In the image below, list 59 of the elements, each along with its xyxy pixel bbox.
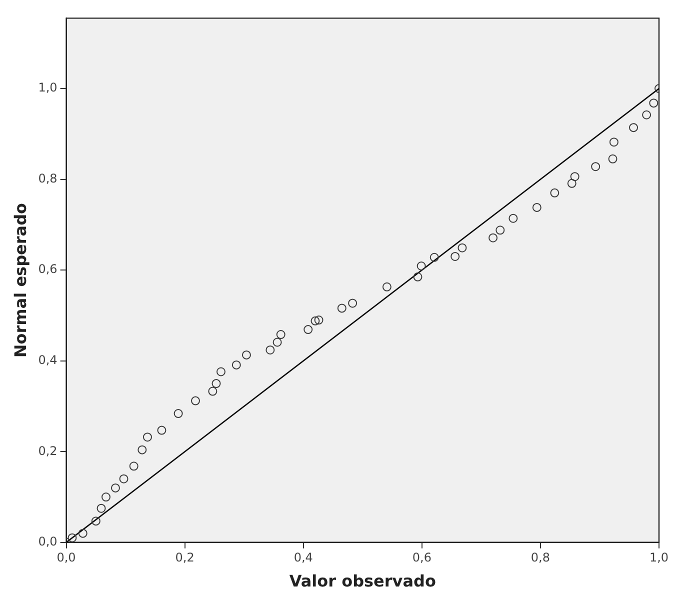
x-axis-title: Valor observado — [289, 572, 436, 591]
point — [242, 350, 251, 360]
y-tick-label: 0,0 — [38, 534, 58, 549]
point — [430, 252, 439, 262]
point — [567, 178, 576, 188]
point — [550, 188, 560, 198]
point — [649, 98, 658, 108]
point — [232, 360, 241, 370]
point — [413, 272, 422, 282]
point — [608, 154, 618, 164]
x-tick-label: 0,4 — [294, 550, 313, 565]
point — [629, 123, 638, 132]
point — [190, 396, 200, 406]
point — [314, 316, 324, 325]
point — [304, 325, 313, 334]
point — [212, 379, 221, 388]
point — [450, 252, 460, 261]
point — [276, 330, 286, 340]
point — [642, 110, 652, 120]
point — [91, 516, 100, 526]
point — [101, 492, 110, 502]
x-tick-label: 0,6 — [412, 550, 432, 565]
point — [310, 316, 320, 326]
x-tick-label: 1,0 — [649, 550, 669, 565]
point — [348, 298, 358, 308]
x-tick-label: 0,0 — [56, 550, 76, 565]
point — [416, 262, 426, 271]
point — [110, 483, 120, 492]
point — [272, 338, 282, 347]
y-tick-label: 1,0 — [38, 80, 58, 95]
point — [532, 202, 542, 212]
point — [119, 474, 128, 484]
point — [458, 243, 467, 252]
point — [609, 138, 618, 147]
point — [216, 367, 226, 376]
y-tick-label: 0,8 — [38, 171, 58, 186]
point — [129, 462, 138, 471]
point — [570, 172, 580, 182]
point — [208, 386, 218, 396]
x-tick-label: 0,8 — [530, 550, 550, 565]
point — [266, 345, 275, 354]
point — [337, 304, 346, 313]
x-tick-label: 0,2 — [175, 550, 194, 565]
point — [157, 426, 166, 435]
point — [78, 528, 88, 538]
point — [382, 282, 392, 292]
y-tick-label: 0,4 — [38, 352, 58, 367]
y-tick-label: 0,2 — [38, 444, 58, 458]
point — [142, 432, 152, 442]
y-tick-label: 0,6 — [38, 262, 58, 276]
point — [496, 226, 505, 235]
point — [591, 162, 600, 172]
point — [138, 445, 147, 454]
point — [96, 504, 106, 513]
point — [68, 533, 77, 542]
y-axis-title: Normal esperado — [10, 202, 30, 358]
point — [488, 233, 498, 242]
point — [508, 214, 518, 223]
point — [174, 409, 183, 418]
